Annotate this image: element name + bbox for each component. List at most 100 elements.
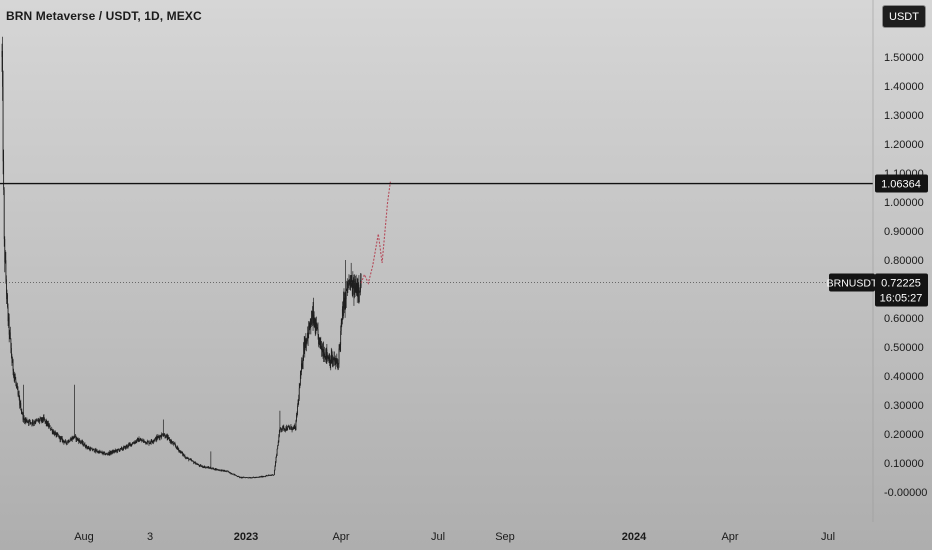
candle-body — [75, 436, 77, 440]
candle-body — [162, 435, 164, 437]
candle-body — [349, 280, 351, 285]
candle-body — [343, 297, 345, 301]
x-tick-label: Apr — [721, 531, 738, 543]
candle-body — [241, 477, 243, 478]
candle-body — [325, 356, 327, 359]
candle-body — [312, 311, 313, 318]
candle-body — [77, 439, 79, 440]
candle-body — [220, 469, 222, 471]
candle-body — [196, 463, 197, 465]
candle-body — [243, 477, 245, 478]
candle-body — [188, 459, 190, 461]
candle-body — [66, 441, 68, 444]
candle-body — [330, 361, 332, 365]
y-tick-label: -0.00000 — [884, 487, 927, 499]
candle-body — [167, 436, 169, 439]
candle-body — [126, 445, 128, 448]
candle-body — [280, 427, 281, 429]
candle-body — [1, 50, 3, 57]
candle-body — [269, 475, 270, 476]
candle-body — [108, 452, 110, 455]
candle-body — [334, 361, 336, 364]
candle-body — [130, 443, 132, 446]
candle-body — [335, 359, 337, 363]
candle-body — [18, 394, 19, 396]
candle-body — [14, 377, 16, 380]
candle-body — [355, 286, 356, 293]
candle-body — [357, 287, 359, 293]
candle-body — [105, 453, 107, 455]
candle-body — [74, 435, 76, 438]
candle-body — [78, 440, 80, 443]
candle-body — [57, 435, 59, 437]
candle-body — [298, 388, 300, 399]
candle-body — [277, 442, 279, 446]
candle-body — [97, 451, 98, 453]
candle-body — [60, 437, 61, 440]
candle-body — [10, 338, 12, 349]
candle-body — [346, 289, 348, 291]
candle-body — [40, 418, 42, 421]
candle-body — [143, 440, 144, 442]
candle-body — [297, 405, 298, 413]
candle-body — [201, 466, 202, 467]
candle-body — [144, 440, 145, 442]
candle-body — [176, 447, 177, 449]
candle-body — [322, 349, 324, 353]
candle-body — [13, 375, 15, 377]
candle-body — [210, 468, 212, 470]
candle-body — [324, 352, 326, 358]
candle-body — [17, 389, 19, 395]
candle-body — [359, 292, 360, 293]
candle-body — [354, 281, 356, 293]
candle-body — [324, 352, 326, 357]
candle-body — [156, 436, 158, 439]
candle-body — [155, 437, 157, 441]
candle-body — [282, 426, 284, 429]
candle-body — [323, 356, 325, 358]
candle-body — [296, 414, 297, 421]
currency-button[interactable]: USDT — [882, 5, 926, 28]
candle-body — [43, 417, 44, 421]
candle-body — [79, 439, 81, 442]
candle-body — [62, 439, 64, 441]
candle-body — [232, 473, 234, 475]
candle-body — [183, 455, 185, 457]
candle-body — [264, 476, 266, 478]
candle-body — [333, 357, 335, 360]
chart-title: BRN Metaverse / USDT, 1D, MEXC — [6, 9, 202, 23]
time-axis[interactable]: Aug 3 2023 Apr Jul Sep 2024 Apr Jul — [74, 531, 835, 543]
candle-body — [114, 450, 116, 452]
candle-body — [96, 450, 98, 452]
candle-body — [218, 469, 219, 471]
candle-body — [215, 468, 217, 470]
candle-body — [240, 477, 242, 478]
candle-body — [204, 466, 206, 468]
y-tick-label: 0.40000 — [884, 371, 924, 383]
candle-body — [142, 440, 144, 442]
candle-body — [287, 426, 289, 430]
candle-body — [265, 475, 267, 477]
candle-body — [8, 317, 10, 335]
candle-body — [201, 465, 203, 467]
candle-body — [192, 460, 194, 462]
candle-body — [225, 470, 227, 472]
candle-body — [225, 470, 227, 472]
candle-body — [193, 462, 195, 464]
candle-body — [253, 477, 255, 478]
candle-body — [84, 443, 86, 447]
candle-body — [328, 356, 330, 363]
candle-body — [278, 436, 280, 443]
candle-body — [235, 475, 237, 476]
candle-body — [348, 285, 349, 286]
candle-body — [128, 444, 129, 447]
candle-body — [276, 454, 277, 458]
candle-body — [180, 451, 182, 454]
candle-body — [360, 280, 361, 291]
candle-body — [136, 439, 138, 442]
candle-body — [83, 443, 85, 446]
candle-body — [44, 419, 45, 420]
candle-body — [315, 322, 317, 329]
